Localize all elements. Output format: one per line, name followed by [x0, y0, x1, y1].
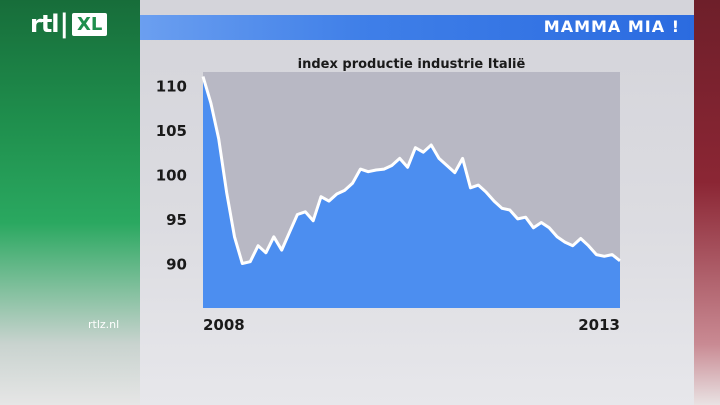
y-tick-label: 100 [156, 166, 187, 184]
right-red-panel [694, 0, 720, 405]
x-tick-label: 2008 [203, 316, 245, 334]
rtlxl-logo: rtl | XL [30, 8, 108, 40]
logo-slash-icon: | [59, 9, 70, 39]
y-tick-label: 110 [156, 77, 187, 95]
series-line [201, 76, 621, 265]
chart-title: index productie industrie Italië [297, 57, 526, 72]
page-title: MAMMA MIA ! [543, 17, 680, 36]
logo-badge: XL [72, 12, 108, 36]
logo-main-text: rtl [30, 10, 60, 38]
y-tick-label: 90 [166, 256, 187, 274]
left-green-panel [0, 0, 140, 405]
y-tick-label: 95 [166, 211, 187, 229]
site-label: rtlz.nl [88, 318, 120, 331]
series-area [203, 76, 620, 308]
y-tick-label: 105 [156, 122, 187, 140]
x-tick-label: 2013 [578, 316, 620, 334]
title-bar: MAMMA MIA ! [140, 15, 694, 40]
